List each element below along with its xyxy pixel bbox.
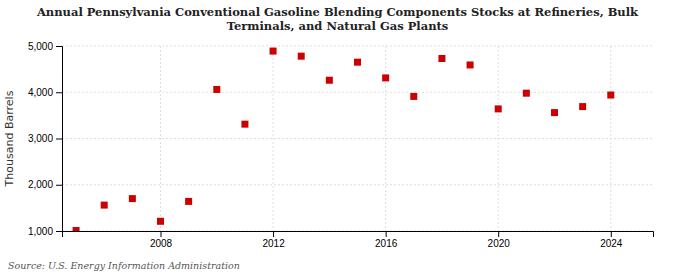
title: Annual Pennsylvania Conventional Gasolin…: [36, 5, 639, 33]
grid-line-x: [385, 46, 386, 231]
point: [241, 121, 248, 128]
point: [579, 103, 586, 110]
grid-line-y: [62, 138, 653, 139]
point: [382, 74, 389, 81]
y-tick-mark: [56, 139, 62, 140]
x-tick-label: 2008: [150, 238, 173, 249]
y-axis-title: Thousand Barrels: [3, 90, 16, 187]
grid-line-y: [62, 92, 653, 93]
point: [270, 48, 277, 55]
x-tick-mark: [386, 231, 387, 237]
x-tick: 2016: [375, 231, 398, 249]
x-tick: 2024: [600, 231, 623, 249]
y-tick-label: 2,000: [28, 179, 53, 190]
point: [410, 93, 417, 100]
grid-line-x: [160, 46, 161, 231]
point: [157, 218, 164, 225]
x-tick-mark: [611, 231, 612, 237]
y-tick-label: 4,000: [28, 87, 53, 98]
point: [607, 92, 614, 99]
grid-line-y: [62, 46, 653, 47]
x-tick-label: 2012: [262, 238, 285, 249]
grid-line-y: [62, 184, 653, 185]
x-tick: 2020: [488, 231, 511, 249]
x-tick: 2008: [150, 231, 173, 249]
x-tick-mark: [498, 231, 499, 237]
x-tick: 2012: [262, 231, 285, 249]
y-tick: 5,000: [28, 41, 62, 52]
x-tick-label: 2024: [600, 238, 623, 249]
y-tick-mark: [56, 185, 62, 186]
point: [438, 55, 445, 62]
point: [354, 59, 361, 66]
plot: 2008 2012 2016 2020 2024 1,000 2,000 3,000 4,000…: [3, 41, 654, 249]
y-axis: 1,000 2,000 3,000 4,000 5,000: [28, 41, 63, 237]
point: [551, 109, 558, 116]
title-line: Terminals, and Natural Gas Plants: [227, 19, 449, 33]
y-tick: 3,000: [28, 133, 62, 144]
x-tick-mark: [273, 231, 274, 237]
point: [326, 77, 333, 84]
point: [73, 227, 80, 231]
grid: [62, 46, 653, 231]
y-tick-label: 3,000: [28, 133, 53, 144]
y-tick: 4,000: [28, 87, 62, 98]
point: [298, 53, 305, 60]
x-axis: 2008 2012 2016 2020 2024: [63, 231, 654, 249]
y-tick: 2,000: [28, 179, 62, 190]
y-tick-mark: [56, 231, 62, 232]
chart-svg: Annual Pennsylvania Conventional Gasolin…: [0, 0, 675, 275]
x-tick-label: 2020: [488, 238, 511, 249]
y-axis-line: [56, 47, 63, 232]
grid-line-x: [273, 46, 274, 231]
y-tick-mark: [56, 92, 62, 93]
marks: [73, 48, 615, 231]
point: [467, 61, 474, 68]
y-tick-label: 1,000: [28, 226, 53, 237]
source-note: Source: U.S. Energy Information Administ…: [8, 260, 240, 271]
point: [185, 198, 192, 205]
y-tick-label: 5,000: [28, 41, 53, 52]
chart-container: Annual Pennsylvania Conventional Gasolin…: [0, 0, 675, 275]
point: [523, 90, 530, 97]
point: [495, 105, 502, 112]
point: [101, 202, 108, 209]
y-tick-mark: [56, 46, 62, 47]
x-tick-label: 2016: [375, 238, 398, 249]
y-tick: 1,000: [28, 226, 62, 237]
title-line: Annual Pennsylvania Conventional Gasolin…: [36, 5, 639, 19]
x-axis-line: [63, 232, 654, 238]
point: [129, 195, 136, 202]
point: [213, 86, 220, 93]
x-tick-mark: [161, 231, 162, 237]
